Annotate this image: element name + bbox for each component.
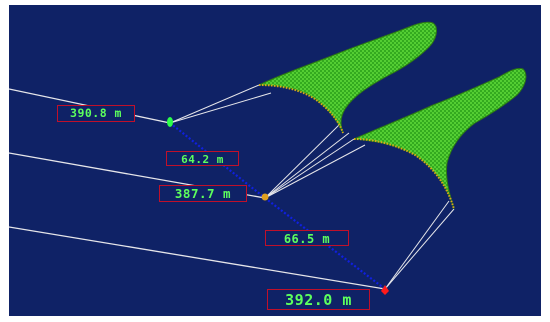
spread-line-bc [264,197,386,290]
trawl-3d-viewport[interactable]: 390.8 m 64.2 m 387.7 m 66.5 m 392.0 m [9,5,541,316]
distance-label-trawl-a: 390.8 m [57,105,135,122]
trawl-a-marker[interactable] [167,117,173,127]
trawl-net-1 [258,21,437,134]
trawl-c-marker[interactable] [381,285,389,295]
net-1-bridles [169,84,350,199]
warp-line-c [9,226,386,290]
ocean-background [9,5,541,316]
spread-label-bc: 66.5 m [265,230,349,246]
net-2-bridles [264,138,455,290]
distance-label-trawl-b: 387.7 m [159,185,247,202]
spread-label-ab: 64.2 m [166,151,239,166]
distance-label-trawl-c: 392.0 m [267,289,370,310]
trawl-net-2 [353,68,527,210]
trawl-b-marker[interactable] [261,193,269,201]
trawl-scene [9,5,541,316]
